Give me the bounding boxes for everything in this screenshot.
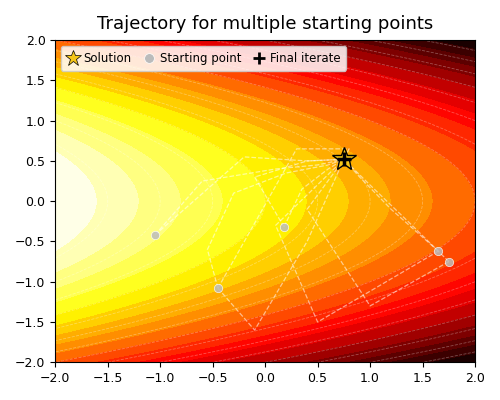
Legend: Solution, Starting point, Final iterate: Solution, Starting point, Final iterate <box>61 46 346 71</box>
Title: Trajectory for multiple starting points: Trajectory for multiple starting points <box>97 15 434 33</box>
